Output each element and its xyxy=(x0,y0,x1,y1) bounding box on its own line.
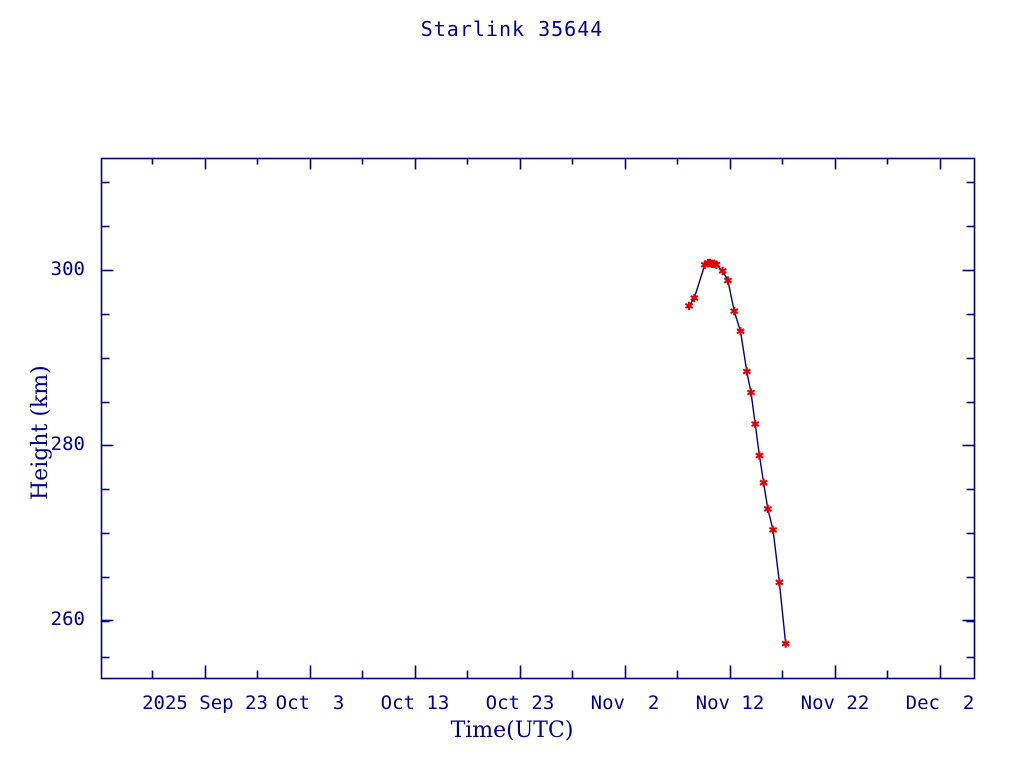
x-tick-label: Oct 13 xyxy=(380,692,450,714)
data-point-marker xyxy=(763,504,772,514)
x-tick-label: Dec 2 xyxy=(905,692,975,714)
x-tick-label: Nov 22 xyxy=(800,692,870,714)
data-point-marker xyxy=(684,301,694,311)
data-point-marker xyxy=(775,578,784,587)
plot-frame xyxy=(100,157,976,680)
x-axis-title: Time(UTC) xyxy=(450,718,574,743)
y-tick-label: 280 xyxy=(50,433,85,455)
x-tick-label: 2025 Sep 23 xyxy=(142,692,268,714)
x-tick-label: Oct 23 xyxy=(485,692,555,714)
data-point-marker xyxy=(746,388,756,397)
data-markers xyxy=(684,258,790,648)
data-line xyxy=(688,262,787,644)
data-point-marker xyxy=(759,478,768,487)
x-tick-label: Nov 2 xyxy=(590,692,660,714)
x-tick-label: Nov 12 xyxy=(695,692,765,714)
data-point-marker xyxy=(742,367,751,376)
y-tick-label: 300 xyxy=(50,258,85,280)
chart-title: Starlink 35644 xyxy=(420,17,604,41)
data-point-marker xyxy=(736,327,745,336)
axis-ticks xyxy=(101,158,975,679)
data-point-marker xyxy=(751,419,760,429)
data-point-marker xyxy=(690,293,699,303)
data-point-marker xyxy=(718,266,727,276)
x-tick-label: Oct 3 xyxy=(275,692,345,714)
data-point-marker xyxy=(781,639,790,648)
data-point-marker xyxy=(723,276,733,285)
data-point-marker xyxy=(768,525,778,535)
y-tick-label: 260 xyxy=(50,608,85,630)
data-point-marker xyxy=(730,306,739,316)
data-point-marker xyxy=(755,451,764,460)
y-axis-title: Height (km) xyxy=(28,365,53,500)
data-point-marker xyxy=(712,260,721,269)
